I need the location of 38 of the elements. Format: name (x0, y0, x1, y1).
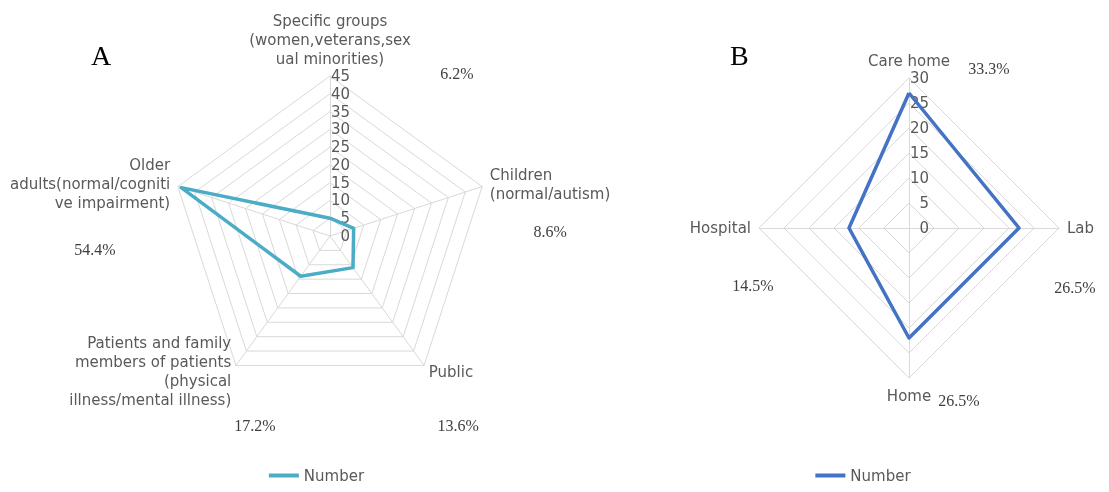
chart-title: B (730, 39, 749, 71)
y-tick-label: 30 (330, 120, 350, 139)
y-tick-label: 15 (909, 144, 929, 162)
text: 14.5% (732, 276, 774, 294)
spoke-label: Older adults(normal/cogniti ve impairment) (10, 156, 172, 213)
y-tick-label: 25 (330, 138, 350, 157)
spoke-label: Care home (867, 51, 951, 70)
text: 6.2% (440, 64, 474, 82)
text: 8.6% (533, 223, 567, 241)
text: 26.5% (1054, 278, 1096, 296)
text: 26.5% (938, 391, 980, 409)
y-tick-label: 20 (909, 119, 929, 137)
y-tick-label: 5 (340, 209, 350, 228)
text: A (91, 39, 112, 71)
y-tick-label: 5 (919, 194, 929, 212)
spoke-label: Patients and family members of patients (physical illness/mental illness) (69, 334, 232, 410)
y-tick-label: 0 (340, 227, 350, 245)
y-tick-label: 40 (330, 84, 350, 103)
text: 17.2% (234, 416, 276, 434)
spoke-label: Home (886, 386, 932, 405)
y-tick-label: 15 (330, 173, 350, 192)
text: 13.6% (437, 416, 479, 434)
y-tick-label: 10 (330, 191, 350, 210)
text: 54.4% (74, 241, 116, 259)
y-tick-label: 35 (330, 102, 350, 121)
spoke-label: Public (428, 362, 474, 381)
y-tick-label: 30 (909, 69, 929, 87)
legend-label: Number (303, 466, 365, 485)
spoke-label: Specific groups (women,veterans,sex ual minorities) (249, 11, 411, 68)
legend-label: Number (850, 466, 912, 485)
y-tick-label: 20 (330, 155, 350, 174)
text: 33.3% (968, 59, 1010, 77)
spoke-label: Hospital (689, 219, 751, 237)
y-tick-label: 10 (909, 169, 929, 187)
y-tick-label: 45 (330, 67, 350, 85)
spoke-label: Children (normal/autism) (489, 165, 611, 203)
y-tick-label: 0 (919, 219, 929, 237)
spoke-label: Lab (1067, 219, 1095, 237)
